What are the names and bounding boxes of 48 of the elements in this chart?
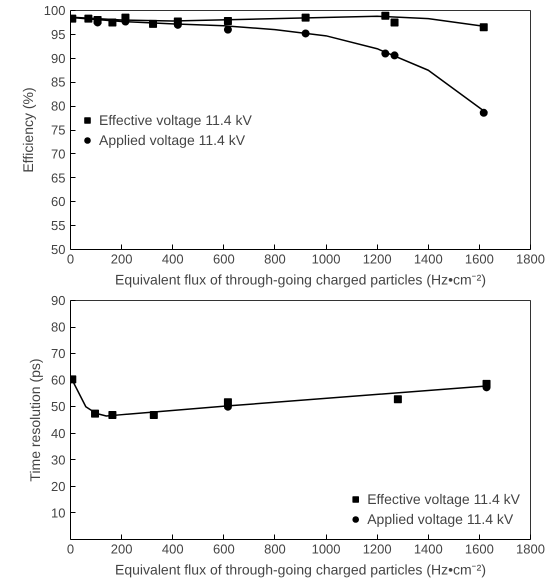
x-tick-label: 800 <box>264 542 286 556</box>
legend-label: Applied voltage 11.4 kV <box>367 511 514 527</box>
x-tick-label: 0 <box>66 542 74 556</box>
y-tick-label: 85 <box>51 74 66 90</box>
y-tick-label: 80 <box>51 98 66 114</box>
x-tick-label: 1800 <box>516 542 545 556</box>
y-axis-title: Efficiency (%) <box>20 87 36 173</box>
x-tick-label: 1000 <box>312 542 341 556</box>
legend-label: Effective voltage 11.4 kV <box>367 491 520 507</box>
x-tick-label: 0 <box>66 252 74 266</box>
x-tick-label: 1400 <box>414 252 443 266</box>
y-tick-label: 75 <box>51 122 66 138</box>
x-tick-label: 1400 <box>414 542 443 556</box>
y-axis-title: Time resolution (ps) <box>27 358 44 482</box>
x-axis-title: Equivalent flux of through-going charged particles (Hz•cm⁻²) <box>115 562 486 578</box>
y-tick-label: 30 <box>51 452 66 468</box>
y-tick-label: 20 <box>51 478 66 494</box>
y-tick-label: 90 <box>51 50 66 66</box>
x-tick-label: 400 <box>162 252 184 266</box>
y-tick-label: 50 <box>51 399 66 414</box>
x-axis-title: Equivalent flux of through-going charged particles (Hz•cm⁻²) <box>115 272 486 288</box>
x-tick-label: 400 <box>162 542 184 556</box>
x-tick-label: 200 <box>110 542 132 556</box>
y-tick-label: 70 <box>51 146 66 162</box>
x-tick-label: 600 <box>212 542 235 556</box>
y-tick-label: 100 <box>44 3 66 18</box>
x-tick-label: 1200 <box>362 542 392 556</box>
x-tick-label: 1600 <box>464 252 494 266</box>
legend-label: Effective voltage 11.4 kV <box>99 112 252 128</box>
x-tick-label: 1800 <box>516 252 545 266</box>
x-tick-label: 800 <box>264 252 286 266</box>
y-tick-label: 95 <box>51 26 66 42</box>
x-tick-label: 1600 <box>464 542 494 556</box>
x-tick-label: 200 <box>110 252 132 266</box>
legend-label: Applied voltage 11.4 kV <box>99 132 246 148</box>
y-tick-label: 10 <box>51 505 66 520</box>
y-tick-label: 60 <box>51 372 66 388</box>
x-tick-label: 600 <box>212 252 235 266</box>
y-tick-label: 50 <box>51 242 66 257</box>
y-tick-label: 60 <box>51 194 66 210</box>
x-tick-label: 1200 <box>362 252 392 266</box>
y-tick-label: 80 <box>51 320 66 335</box>
y-tick-label: 40 <box>51 426 66 441</box>
y-tick-label: 90 <box>51 293 66 308</box>
y-tick-label: 55 <box>51 218 66 234</box>
y-tick-label: 65 <box>51 170 66 186</box>
y-tick-label: 70 <box>51 346 66 362</box>
x-tick-label: 1000 <box>312 252 341 266</box>
